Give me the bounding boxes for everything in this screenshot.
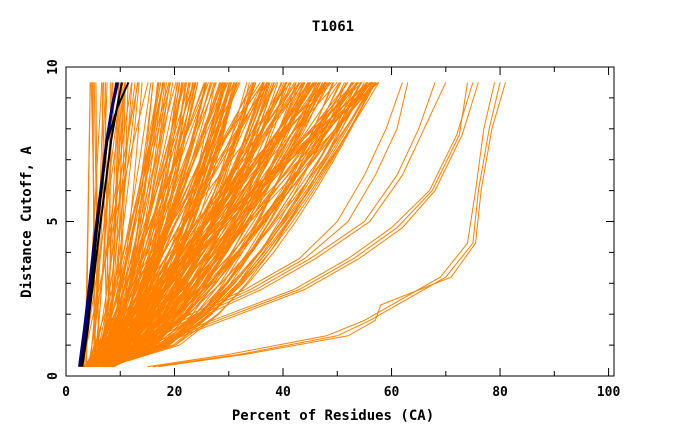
highlight-model-line <box>80 82 123 367</box>
axis-ticks <box>65 66 614 377</box>
x-tick-label: 80 <box>492 385 508 400</box>
model-line <box>91 82 140 367</box>
y-tick-label: 10 <box>46 59 61 75</box>
y-tick-label: 5 <box>46 218 61 226</box>
model-line <box>111 82 371 368</box>
model-line <box>95 82 447 368</box>
model-line <box>96 82 327 368</box>
model-line <box>91 82 138 367</box>
model-line <box>103 82 479 368</box>
x-tick-label: 100 <box>597 385 621 400</box>
model-line <box>97 82 160 367</box>
model-line <box>89 82 181 368</box>
model-line <box>89 82 304 368</box>
model-line <box>90 82 403 368</box>
x-tick-label: 0 <box>62 385 70 400</box>
model-line <box>109 82 248 368</box>
model-line <box>94 82 264 367</box>
model-line <box>109 82 250 368</box>
model-line <box>111 82 164 367</box>
model-line <box>88 82 133 367</box>
model-line <box>86 82 354 368</box>
model-line <box>86 82 367 368</box>
model-line <box>98 82 474 368</box>
model-line <box>94 82 320 368</box>
model-line <box>89 82 108 367</box>
model-line <box>97 82 277 368</box>
model-line <box>98 82 209 367</box>
model-line <box>101 82 158 367</box>
x-axis-label: Percent of Residues (CA) <box>232 408 434 424</box>
x-tick-label: 40 <box>275 385 291 400</box>
model-line <box>92 82 136 367</box>
model-line <box>104 82 345 368</box>
model-line <box>152 82 501 368</box>
model-line <box>101 82 373 368</box>
model-line <box>103 82 126 367</box>
model-line <box>158 82 506 368</box>
model-line <box>112 82 190 368</box>
model-line <box>92 82 409 368</box>
tick-labels: 0 20 40 60 80 100 0 5 10 <box>46 59 620 400</box>
model-line <box>91 82 196 367</box>
highlight-model-line <box>78 82 118 367</box>
model-line <box>90 82 221 368</box>
model-line <box>105 82 237 368</box>
model-line <box>109 82 332 367</box>
y-tick-label: 0 <box>46 372 61 380</box>
model-line <box>106 82 184 367</box>
model-line <box>109 82 372 368</box>
plot-lines <box>78 81 506 368</box>
model-line <box>106 82 314 367</box>
y-axis-label: Distance Cutoff, A <box>19 146 35 298</box>
model-line <box>100 82 199 367</box>
model-line <box>101 82 468 368</box>
model-line <box>92 82 436 368</box>
model-line <box>104 82 143 367</box>
model-line <box>85 82 310 368</box>
model-line <box>87 82 365 368</box>
model-line <box>100 82 114 367</box>
model-line <box>93 82 165 367</box>
x-tick-label: 60 <box>384 385 400 400</box>
chart-title: T1061 <box>312 19 354 35</box>
model-line <box>101 82 109 367</box>
model-line <box>106 82 377 368</box>
model-line <box>105 82 231 368</box>
model-line <box>113 82 226 368</box>
x-tick-label: 20 <box>167 385 183 400</box>
model-line <box>89 82 235 368</box>
